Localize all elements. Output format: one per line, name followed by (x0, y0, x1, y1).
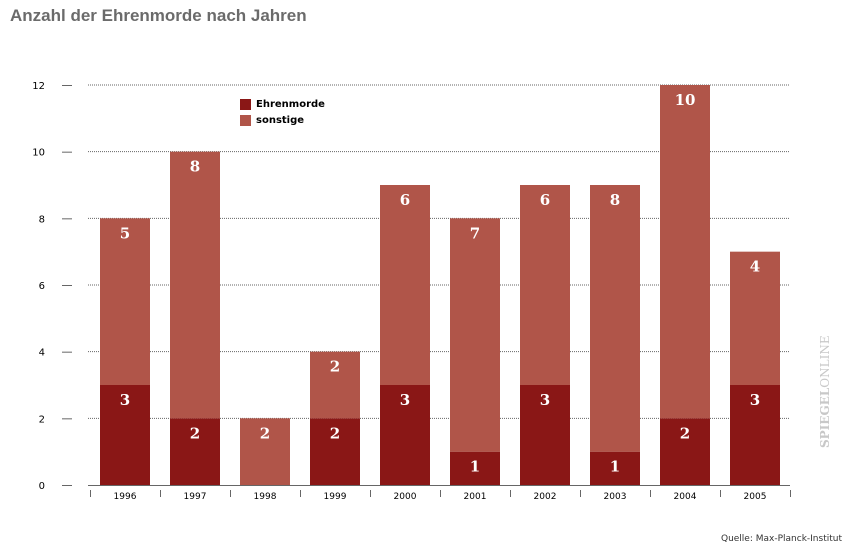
y-tick-label: 6 (39, 281, 45, 292)
bar-ehrenmorde-1997 (170, 418, 220, 485)
data-label: 2 (330, 424, 340, 442)
bar-ehrenmorde-2003 (590, 451, 640, 485)
data-label: 3 (120, 391, 130, 409)
chart-title: Anzahl der Ehrenmorde nach Jahren (10, 6, 307, 25)
x-tick-label: 2004 (674, 492, 697, 502)
bar-ehrenmorde-2004 (660, 418, 710, 485)
legend-item-ehrenmorde: Ehrenmorde (240, 96, 325, 112)
data-label: 3 (750, 391, 760, 409)
bar-ehrenmorde-2005 (730, 385, 780, 485)
x-tick-label: 2000 (394, 492, 417, 502)
data-label: 6 (400, 191, 410, 209)
data-label: 2 (260, 424, 270, 442)
brand-bold: SPIEGEL (818, 387, 832, 448)
data-label: 8 (190, 158, 200, 176)
y-tick-label: 12 (32, 81, 45, 92)
legend-label: Ehrenmorde (256, 98, 325, 110)
bar-ehrenmorde-1999 (310, 418, 360, 485)
bar-sonstige-1996 (100, 218, 150, 385)
data-label: 10 (675, 91, 696, 109)
x-tick-label: 2002 (534, 492, 557, 502)
bar-ehrenmorde-2002 (520, 385, 570, 485)
data-label: 7 (470, 224, 480, 242)
data-label: 8 (610, 191, 620, 209)
bar-sonstige-2005 (730, 251, 780, 385)
x-tick-label: 2001 (464, 492, 487, 502)
bar-ehrenmorde-2000 (380, 385, 430, 485)
x-tick-label: 1999 (324, 492, 347, 502)
y-tick-label: 0 (39, 481, 45, 492)
data-label: 2 (190, 424, 200, 442)
data-label: 1 (470, 458, 480, 476)
bar-ehrenmorde-2001 (450, 451, 500, 485)
data-label: 1 (610, 458, 620, 476)
bar-sonstige-2001 (450, 218, 500, 452)
data-label: 3 (540, 391, 550, 409)
bar-sonstige-1997 (170, 151, 220, 419)
data-label: 6 (540, 191, 550, 209)
bar-sonstige-2002 (520, 185, 570, 385)
legend-item-sonstige: sonstige (240, 112, 325, 128)
x-tick-label: 2003 (604, 492, 627, 502)
bar-sonstige-1999 (310, 351, 360, 419)
x-tick-label: 1996 (114, 492, 137, 502)
data-label: 3 (400, 391, 410, 409)
data-label: 2 (680, 424, 690, 442)
data-label: 4 (750, 258, 760, 276)
data-label: 2 (330, 358, 340, 376)
x-tick-label: 1998 (254, 492, 277, 502)
y-tick-label: 4 (39, 348, 45, 359)
brand-logo: SPIEGELONLINE (818, 335, 832, 448)
legend-label: sonstige (256, 114, 305, 126)
legend-swatch (240, 114, 251, 126)
brand-light: ONLINE (818, 335, 832, 388)
y-tick-label: 2 (39, 414, 45, 425)
legend-swatch (240, 98, 251, 110)
x-tick-label: 1997 (184, 492, 207, 502)
data-label: 5 (120, 224, 130, 242)
y-tick-label: 10 (32, 148, 45, 159)
bar-sonstige-2000 (380, 185, 430, 385)
x-tick-label: 2005 (744, 492, 767, 502)
bar-ehrenmorde-1996 (100, 385, 150, 485)
source-note: Quelle: Max-Planck-Institut (720, 534, 842, 544)
y-tick-label: 8 (39, 214, 45, 225)
bar-sonstige-2004 (660, 85, 710, 419)
legend: Ehrenmorde sonstige (240, 96, 325, 128)
bar-sonstige-2003 (590, 185, 640, 452)
bar-sonstige-1998 (240, 418, 290, 485)
